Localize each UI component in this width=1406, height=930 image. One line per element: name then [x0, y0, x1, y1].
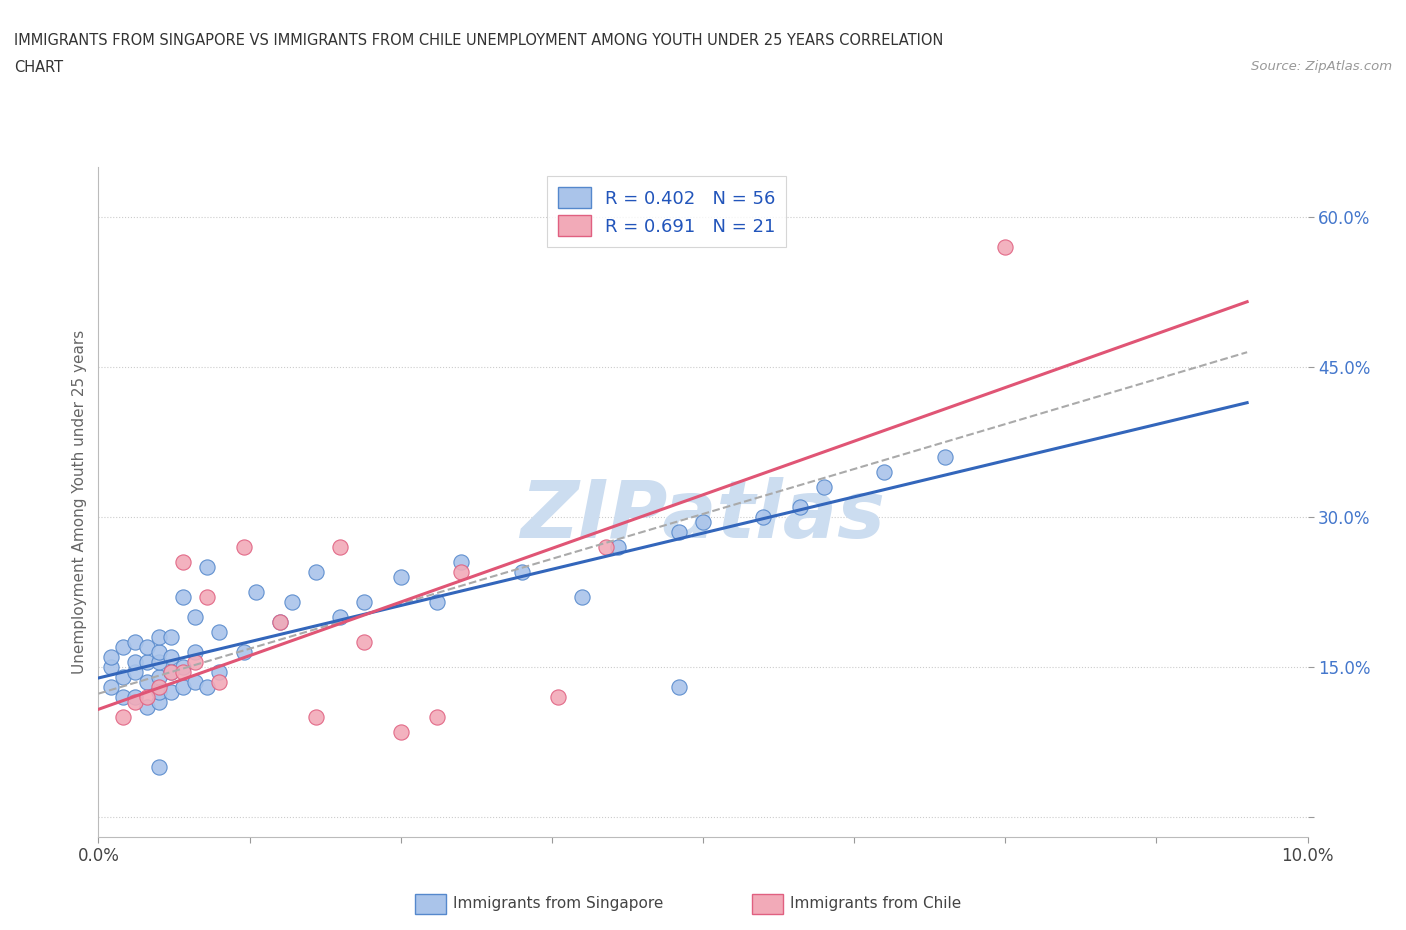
Point [668, 680, 690, 695]
Point [571, 590, 593, 604]
Point [124, 690, 146, 705]
Point [135, 690, 157, 705]
Point [668, 525, 690, 539]
Point [510, 565, 533, 579]
Point [269, 615, 291, 630]
Point [232, 539, 254, 554]
Point [994, 240, 1017, 255]
Point [305, 710, 328, 724]
Point [692, 514, 714, 529]
Point [245, 585, 267, 600]
Text: Immigrants from Singapore: Immigrants from Singapore [453, 897, 664, 911]
Point [111, 710, 134, 724]
Point [195, 680, 218, 695]
Point [111, 640, 134, 655]
Point [269, 615, 291, 630]
Point [135, 640, 157, 655]
Point [426, 710, 449, 724]
Legend: R = 0.402   N = 56, R = 0.691   N = 21: R = 0.402 N = 56, R = 0.691 N = 21 [547, 177, 786, 247]
Point [934, 450, 956, 465]
Point [135, 674, 157, 689]
Y-axis label: Unemployment Among Youth under 25 years: Unemployment Among Youth under 25 years [72, 330, 87, 674]
Point [148, 630, 170, 644]
Point [148, 684, 170, 699]
Point [135, 655, 157, 670]
Point [160, 665, 183, 680]
Point [124, 634, 146, 649]
Point [148, 760, 170, 775]
Point [172, 554, 194, 569]
Point [172, 680, 194, 695]
Point [148, 695, 170, 710]
Point [148, 670, 170, 684]
Point [124, 695, 146, 710]
Point [752, 510, 775, 525]
Point [172, 659, 194, 674]
Point [172, 590, 194, 604]
Point [329, 610, 352, 625]
Point [595, 539, 617, 554]
Point [450, 554, 472, 569]
Text: Source: ZipAtlas.com: Source: ZipAtlas.com [1251, 60, 1392, 73]
Text: ZIPatlas: ZIPatlas [520, 476, 886, 554]
Point [281, 594, 304, 609]
Text: Immigrants from Chile: Immigrants from Chile [790, 897, 962, 911]
Point [547, 690, 569, 705]
Point [195, 590, 218, 604]
Point [195, 560, 218, 575]
Point [184, 644, 207, 659]
Point [148, 680, 170, 695]
Point [232, 644, 254, 659]
Point [389, 570, 412, 585]
Text: CHART: CHART [14, 60, 63, 75]
Point [184, 674, 207, 689]
Point [160, 650, 183, 665]
Point [353, 634, 375, 649]
Point [329, 539, 352, 554]
Point [148, 655, 170, 670]
Point [450, 565, 472, 579]
Point [135, 699, 157, 714]
Point [172, 665, 194, 680]
Point [111, 690, 134, 705]
Point [184, 655, 207, 670]
Point [100, 659, 122, 674]
Point [353, 594, 375, 609]
Point [305, 565, 328, 579]
Point [873, 465, 896, 480]
Point [148, 644, 170, 659]
Point [389, 724, 412, 739]
Point [124, 655, 146, 670]
Point [100, 650, 122, 665]
Point [124, 665, 146, 680]
Point [607, 539, 630, 554]
Point [100, 680, 122, 695]
Point [160, 665, 183, 680]
Point [160, 684, 183, 699]
Point [208, 665, 231, 680]
Text: IMMIGRANTS FROM SINGAPORE VS IMMIGRANTS FROM CHILE UNEMPLOYMENT AMONG YOUTH UNDE: IMMIGRANTS FROM SINGAPORE VS IMMIGRANTS … [14, 33, 943, 47]
Point [184, 610, 207, 625]
Point [813, 480, 835, 495]
Point [208, 625, 231, 640]
Point [426, 594, 449, 609]
Point [208, 674, 231, 689]
Point [111, 670, 134, 684]
Point [789, 499, 811, 514]
Point [160, 630, 183, 644]
